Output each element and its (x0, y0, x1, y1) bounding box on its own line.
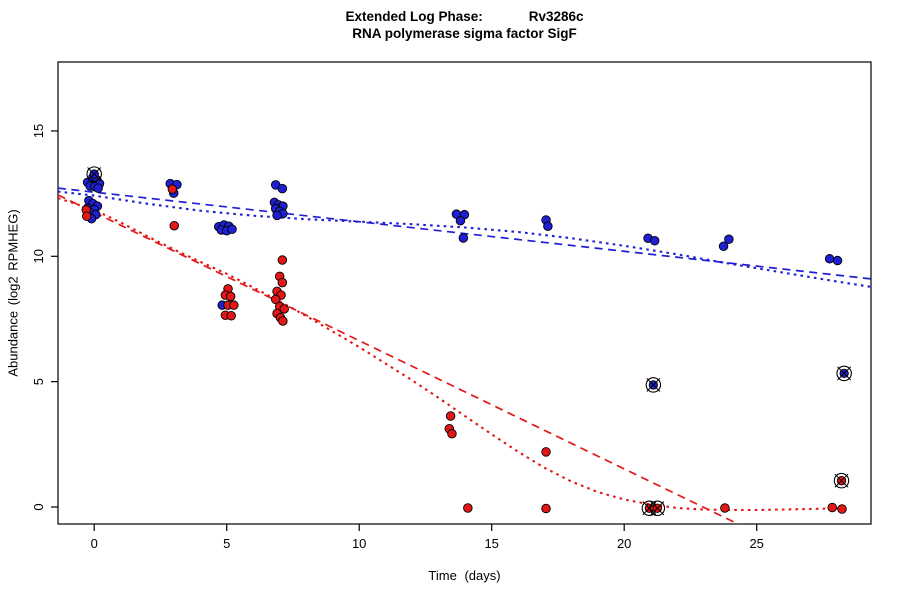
data-point (278, 316, 288, 326)
data-point (824, 254, 835, 264)
data-point (649, 236, 660, 246)
x-tick-label: 5 (223, 536, 230, 551)
data-point (227, 224, 237, 234)
data-point (458, 233, 469, 243)
data-point (279, 304, 289, 314)
data-point (225, 291, 236, 302)
data-point (543, 221, 553, 231)
data-point (445, 411, 456, 421)
red-loess-fit (58, 197, 847, 512)
data-point (447, 429, 457, 439)
data-point (229, 300, 239, 310)
data-point (93, 183, 103, 193)
data-point (541, 503, 551, 514)
data-point (169, 220, 179, 231)
data-point (832, 255, 843, 266)
data-point (167, 184, 178, 194)
y-tick-label: 5 (31, 378, 46, 385)
main-title: Extended Log Phase: Rv3286c RNA polymeras… (58, 8, 871, 42)
series-blue-circled-points (86, 166, 852, 393)
y-tick-label: 0 (31, 503, 46, 510)
circled-data-point (86, 166, 102, 182)
title-prefix: Extended Log Phase: (345, 9, 483, 24)
data-point (718, 241, 729, 252)
circled-data-point (836, 365, 852, 382)
data-point (277, 255, 288, 265)
data-point (463, 503, 473, 513)
circled-data-point (645, 377, 662, 393)
data-point (270, 294, 281, 305)
y-axis: 0 5 10 15 (31, 124, 58, 511)
x-axis-title: Time (days) (428, 568, 501, 583)
title-subtitle: RNA polymerase sigma factor SigF (352, 26, 577, 41)
data-point (724, 234, 734, 245)
x-tick-label: 25 (749, 536, 763, 551)
y-tick-label: 10 (31, 249, 46, 263)
x-tick-label: 20 (617, 536, 631, 551)
data-point (837, 504, 847, 514)
plot-area-border (57, 61, 872, 525)
x-tick-label: 15 (484, 536, 498, 551)
data-point (455, 215, 466, 226)
title-gene: Rv3286c (528, 9, 584, 24)
data-point (272, 210, 282, 221)
data-point (720, 503, 730, 513)
circled-data-point (649, 500, 666, 517)
data-point (277, 183, 288, 194)
data-point (827, 502, 837, 513)
data-point (82, 211, 92, 221)
data-point (277, 277, 288, 288)
title-line-1: Extended Log Phase: Rv3286c (58, 8, 871, 25)
blue-loess-fit (58, 190, 871, 288)
x-axis: 0 5 10 15 20 25 (91, 524, 764, 551)
data-point (226, 310, 236, 321)
series-red-circled-points (641, 472, 850, 517)
circled-data-point (833, 472, 850, 489)
red-linear-fit (58, 194, 741, 524)
series-red-points (81, 184, 847, 514)
y-tick-label: 15 (31, 124, 46, 138)
x-tick-label: 10 (352, 536, 366, 551)
series-blue-points (82, 172, 843, 310)
x-tick-label: 0 (91, 536, 98, 551)
data-point (541, 447, 551, 457)
